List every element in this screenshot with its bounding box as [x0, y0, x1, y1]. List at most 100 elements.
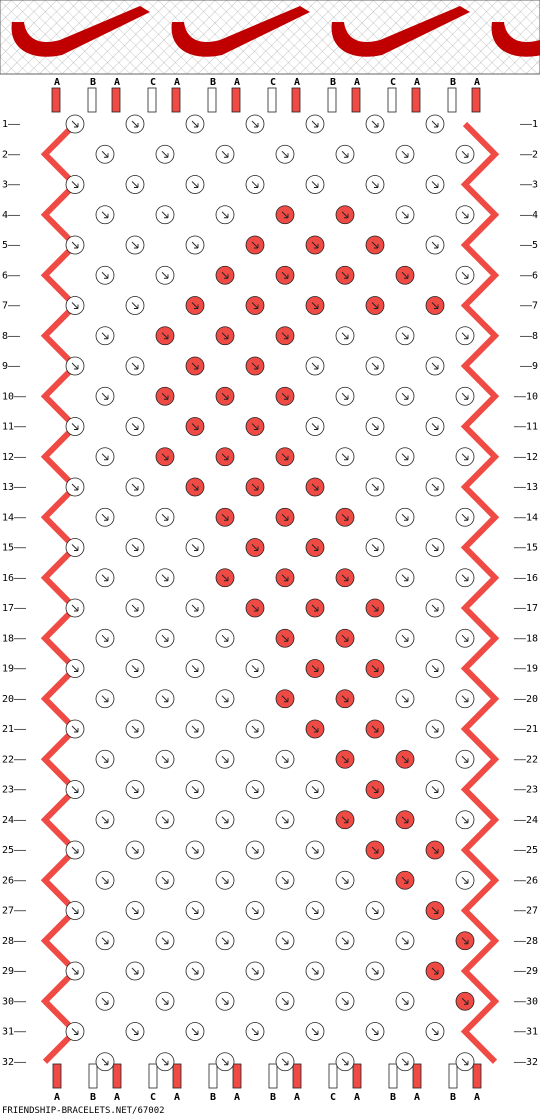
knot-direction-arrow-icon: [251, 604, 259, 612]
knot-direction-arrow-icon: [71, 423, 79, 430]
left-edge-strand: [40, 121, 80, 1064]
string-stub-top: [411, 87, 421, 113]
row-label-left: 30——: [2, 996, 27, 1007]
row-label-left: 9——: [2, 361, 21, 372]
knot-direction-arrow-icon: [191, 604, 199, 612]
row-label-right: ——2: [520, 149, 538, 160]
row-label-right: ——30: [514, 996, 538, 1007]
knot-direction-arrow-icon: [371, 786, 379, 793]
knot-direction-arrow-icon: [161, 211, 169, 219]
knot-direction-arrow-icon: [281, 574, 289, 582]
row-label-left: 20——: [2, 694, 27, 705]
knot-direction-arrow-icon: [161, 574, 169, 582]
string-letter-bottom: A: [54, 1092, 60, 1103]
knot-direction-arrow-icon: [101, 271, 109, 279]
row-label-right: ——17: [514, 603, 538, 614]
string-stub-bottom: [412, 1063, 422, 1089]
row-label-left: 7——: [2, 301, 21, 312]
knot-direction-arrow-icon: [371, 967, 379, 975]
string-letter-bottom: C: [150, 1092, 156, 1103]
string-stub-bottom: [232, 1063, 242, 1089]
knot-direction-arrow-icon: [71, 665, 79, 672]
string-stub-bottom: [352, 1063, 362, 1089]
string-stub-top: [207, 87, 217, 113]
row-label-right: ——18: [514, 633, 538, 644]
string-letter-bottom: A: [354, 1092, 360, 1103]
string-letter-bottom: B: [270, 1092, 276, 1103]
string-letter-top: B: [90, 77, 96, 88]
knot-direction-arrow-icon: [431, 907, 439, 914]
row-label-left: 22——: [2, 754, 27, 765]
knot-direction-arrow-icon: [71, 483, 79, 491]
row-label-right: ——11: [514, 422, 538, 433]
knot-direction-arrow-icon: [251, 241, 259, 249]
row-label-left: 24——: [2, 815, 27, 826]
row-label-left: 1——: [2, 119, 21, 130]
string-letter-bottom: C: [330, 1092, 336, 1103]
knot-direction-arrow-icon: [371, 483, 379, 491]
knot-direction-arrow-icon: [371, 604, 379, 612]
knot-direction-arrow-icon: [221, 271, 229, 279]
string-letter-top: C: [390, 77, 396, 88]
knot-direction-arrow-icon: [131, 967, 139, 975]
knot-direction-arrow-icon: [461, 332, 469, 340]
knot-direction-arrow-icon: [461, 211, 469, 219]
string-letter-bottom: B: [210, 1092, 216, 1103]
row-label-right: ——21: [514, 724, 538, 735]
knot-direction-arrow-icon: [341, 695, 349, 703]
string-stub-bottom: [328, 1063, 338, 1089]
row-label-left: 11——: [2, 422, 27, 433]
row-label-left: 31——: [2, 1027, 27, 1038]
string-letter-top: A: [234, 77, 240, 88]
string-letter-top: A: [174, 77, 180, 88]
knot-direction-arrow-icon: [161, 1058, 169, 1066]
footer-credit: FRIENDSHIP-BRACELETS.NET/67002: [2, 1106, 165, 1116]
bracelet-preview: [0, 0, 540, 75]
knot-direction-arrow-icon: [251, 544, 259, 551]
string-stub-bottom: [148, 1063, 158, 1089]
string-letter-bottom: A: [474, 1092, 480, 1103]
knot-direction-arrow-icon: [101, 211, 109, 219]
knot-direction-arrow-icon: [401, 1058, 409, 1066]
knot-direction-arrow-icon: [221, 937, 229, 945]
row-label-left: 25——: [2, 845, 27, 856]
string-stub-top: [471, 87, 481, 113]
knot-direction-arrow-icon: [161, 937, 169, 945]
knot-direction-arrow-icon: [281, 453, 289, 461]
knot-direction-arrow-icon: [251, 423, 259, 430]
row-label-left: 6——: [2, 270, 21, 281]
row-label-right: ——32: [514, 1057, 538, 1068]
string-letter-bottom: A: [234, 1092, 240, 1103]
knot-direction-arrow-icon: [311, 483, 319, 491]
knot-direction-arrow-icon: [101, 937, 109, 945]
knot-direction-arrow-icon: [281, 695, 289, 703]
knot-direction-arrow-icon: [101, 997, 109, 1005]
right-edge-strand: [460, 121, 500, 1064]
knot-direction-arrow-icon: [311, 423, 319, 430]
knot-direction-arrow-icon: [341, 513, 349, 521]
knot-direction-arrow-icon: [131, 302, 139, 309]
row-label-left: 21——: [2, 724, 27, 735]
knot-direction-arrow-icon: [461, 876, 469, 884]
knot-direction-arrow-icon: [221, 211, 229, 219]
knot-direction-arrow-icon: [371, 725, 379, 733]
knot-direction-arrow-icon: [401, 150, 409, 158]
knot-direction-arrow-icon: [461, 392, 469, 400]
knot-direction-arrow-icon: [431, 302, 439, 309]
knot-direction-arrow-icon: [101, 816, 109, 824]
knot-direction-arrow-icon: [221, 997, 229, 1005]
preview-swoosh-motif: [11, 6, 150, 57]
row-label-left: 29——: [2, 966, 27, 977]
knot-direction-arrow-icon: [101, 876, 109, 884]
knot-direction-arrow-icon: [311, 1028, 319, 1035]
knot-direction-arrow-icon: [131, 120, 139, 128]
knot-direction-arrow-icon: [371, 423, 379, 430]
knot-direction-arrow-icon: [221, 634, 229, 642]
string-letter-bottom: B: [90, 1092, 96, 1103]
knot-direction-arrow-icon: [251, 967, 259, 975]
string-stub-top: [447, 87, 457, 113]
string-stub-top: [231, 87, 241, 113]
knot-direction-arrow-icon: [71, 241, 79, 249]
string-letter-top: A: [354, 77, 360, 88]
